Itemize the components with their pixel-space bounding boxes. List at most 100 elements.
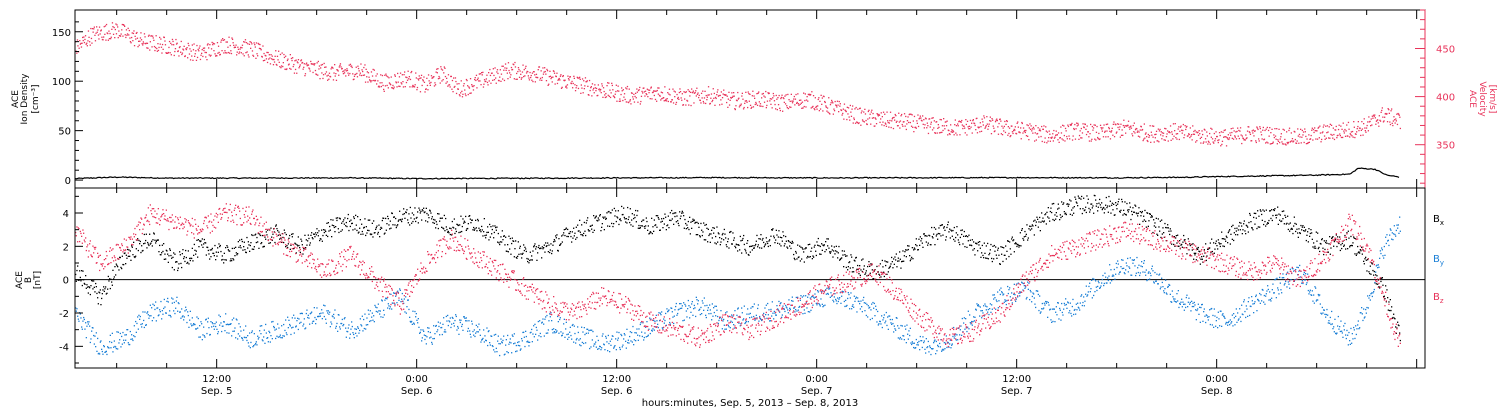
bx-point	[983, 242, 985, 244]
velocity-point	[318, 68, 320, 70]
velocity-point	[982, 121, 984, 123]
by-point	[523, 331, 525, 333]
bx-point	[472, 229, 474, 231]
bx-point	[229, 250, 231, 252]
bx-point	[1193, 252, 1195, 254]
by-point	[515, 350, 517, 353]
velocity-point	[913, 115, 916, 118]
velocity-point	[868, 109, 870, 111]
bx-point	[959, 243, 961, 246]
velocity-point	[888, 122, 890, 124]
by-point	[191, 325, 193, 327]
by-point	[388, 305, 390, 307]
velocity-point	[695, 95, 697, 97]
bx-point	[909, 260, 911, 262]
by-point	[227, 324, 229, 326]
velocity-point	[266, 51, 268, 54]
velocity-point	[510, 74, 512, 76]
by-point	[347, 327, 349, 329]
velocity-point	[1288, 127, 1291, 129]
velocity-point	[776, 109, 778, 111]
bx-point	[792, 242, 794, 244]
velocity-point	[1006, 120, 1008, 123]
velocity-point	[893, 116, 895, 119]
velocity-point	[813, 107, 815, 110]
bx-point	[777, 242, 779, 244]
bx-point	[394, 224, 396, 226]
velocity-point	[209, 55, 212, 57]
by-point	[363, 318, 365, 321]
velocity-point	[322, 77, 324, 80]
by-point	[179, 311, 181, 313]
by-point	[193, 323, 195, 325]
by-point	[177, 310, 179, 312]
bx-point	[870, 263, 872, 265]
velocity-point	[792, 100, 794, 102]
bx-point	[731, 243, 733, 245]
velocity-point	[464, 89, 466, 91]
bx-point	[299, 251, 301, 253]
velocity-point	[891, 120, 893, 122]
by-point	[366, 317, 368, 319]
velocity-point	[440, 66, 442, 68]
velocity-point	[832, 102, 834, 104]
bx-point	[137, 238, 139, 240]
velocity-point	[132, 40, 134, 42]
velocity-point	[1347, 121, 1350, 124]
bx-point	[1395, 326, 1397, 328]
velocity-point	[654, 90, 656, 92]
velocity-point	[1196, 140, 1198, 142]
bx-point	[146, 247, 148, 249]
by-point	[410, 321, 412, 323]
bx-point	[1007, 240, 1009, 242]
bx-point	[621, 205, 623, 208]
bx-point	[204, 242, 206, 244]
bx-point	[127, 255, 129, 257]
bx-point	[981, 252, 983, 254]
velocity-point	[277, 59, 279, 61]
velocity-point	[874, 125, 876, 127]
by-point	[493, 349, 495, 351]
bx-point	[506, 250, 508, 252]
velocity-point	[1066, 138, 1068, 140]
bx-point	[1141, 212, 1143, 214]
bx-point	[565, 227, 567, 229]
velocity-point	[262, 45, 264, 47]
by-point	[523, 336, 525, 338]
velocity-point	[760, 105, 762, 107]
velocity-point	[810, 107, 812, 109]
bx-point	[1397, 321, 1399, 323]
velocity-point	[782, 97, 784, 99]
bx-point	[405, 211, 407, 213]
bx-point	[680, 215, 682, 217]
bx-point	[1327, 251, 1329, 253]
bx-point	[1366, 270, 1368, 272]
by-point	[521, 340, 523, 342]
by-point	[371, 312, 373, 314]
by-point	[152, 303, 154, 305]
velocity-point	[1373, 115, 1375, 117]
bx-point	[651, 232, 653, 235]
velocity-point	[934, 132, 937, 134]
velocity-point	[929, 126, 931, 128]
by-point	[457, 327, 459, 329]
velocity-point	[857, 108, 859, 110]
velocity-point	[502, 65, 504, 67]
by-point	[157, 315, 159, 317]
velocity-point	[1228, 137, 1231, 139]
bx-point	[809, 243, 811, 245]
bx-point	[716, 226, 718, 228]
bx-point	[595, 216, 597, 218]
bx-point	[284, 232, 286, 234]
velocity-point	[949, 133, 951, 136]
bx-point	[272, 233, 274, 235]
velocity-point	[380, 74, 382, 76]
bx-point	[928, 234, 930, 236]
velocity-point	[1137, 135, 1140, 137]
velocity-point	[579, 78, 581, 80]
velocity-point	[605, 92, 607, 95]
bx-point	[337, 228, 339, 230]
bx-point	[1026, 224, 1028, 226]
velocity-point	[1134, 129, 1137, 131]
bx-point	[1050, 207, 1052, 209]
